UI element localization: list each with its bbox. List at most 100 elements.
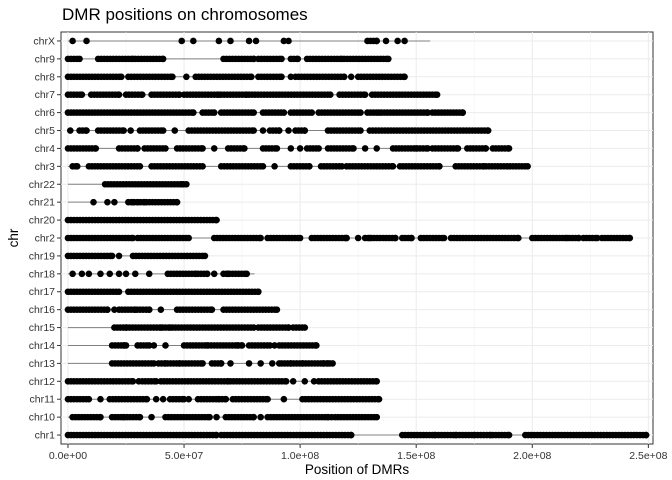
dmr-point-chr4 bbox=[454, 145, 462, 152]
y-tick-label: chr2 bbox=[35, 233, 56, 245]
y-tick-label: chr7 bbox=[35, 89, 56, 101]
dmr-point-chr4 bbox=[210, 145, 218, 152]
dmr-point-chr17 bbox=[115, 288, 123, 296]
y-tick-label: chr14 bbox=[29, 340, 55, 352]
dmr-point-chr12 bbox=[301, 378, 309, 385]
dmr-point-chr4 bbox=[373, 145, 381, 152]
dmr-point-chr18 bbox=[78, 270, 86, 278]
dmr-point-chr1 bbox=[452, 431, 459, 439]
dmr-point-chrX bbox=[178, 37, 186, 45]
y-tick-label: chr20 bbox=[29, 215, 55, 227]
dmr-point-chrX bbox=[227, 37, 234, 45]
dmr-point-chr9 bbox=[250, 55, 257, 63]
dmr-point-chr13 bbox=[257, 360, 264, 367]
dmr-point-chr13 bbox=[227, 360, 234, 367]
dmr-point-chr9 bbox=[278, 55, 285, 63]
dmr-point-chrX bbox=[252, 37, 260, 45]
dmr-point-chr7 bbox=[138, 91, 146, 98]
dmr-point-chr5 bbox=[275, 127, 283, 134]
dmr-point-chrX bbox=[394, 37, 401, 45]
dmr-point-chr13 bbox=[324, 360, 332, 367]
dmr-point-chr8 bbox=[278, 73, 285, 81]
dmr-point-chr2 bbox=[626, 234, 634, 242]
dmr-point-chr11 bbox=[375, 395, 383, 403]
dmr-point-chr18 bbox=[131, 270, 139, 278]
dmr-point-chr4 bbox=[162, 145, 169, 152]
dmr-point-chr22 bbox=[183, 180, 190, 188]
x-tick-label: 1.0e+08 bbox=[281, 450, 319, 462]
y-axis-ticks: chr1 chr10 chr11 chr12 chr13 chr14 chr15 chr16 c… bbox=[29, 35, 61, 442]
dmr-point-chr6 bbox=[357, 109, 364, 116]
dmr-point-chr21 bbox=[104, 198, 111, 206]
dmr-point-chr11 bbox=[152, 395, 160, 403]
dmr-point-chr8 bbox=[183, 73, 190, 81]
dmr-point-chr4 bbox=[287, 145, 295, 152]
dmr-point-chr2 bbox=[515, 234, 522, 242]
dmr-point-chr5 bbox=[66, 127, 74, 134]
dmr-point-chr21 bbox=[111, 198, 118, 206]
dmr-point-chr11 bbox=[97, 395, 104, 403]
dmr-point-chrX bbox=[69, 37, 76, 45]
y-tick-label: chr10 bbox=[29, 412, 55, 424]
dmr-point-chr11 bbox=[264, 395, 271, 403]
dmr-point-chr12 bbox=[282, 378, 290, 385]
y-tick-label: chr8 bbox=[35, 71, 56, 83]
dmr-point-chr4 bbox=[482, 145, 490, 152]
dmr-point-chr3 bbox=[136, 163, 144, 170]
dmr-point-chr3 bbox=[259, 163, 267, 170]
dmr-point-chr5 bbox=[127, 127, 134, 134]
dmr-point-chr16 bbox=[157, 306, 165, 313]
dmr-point-chr18 bbox=[192, 270, 199, 278]
dmr-point-chr11 bbox=[215, 395, 223, 403]
dmr-point-chr18 bbox=[210, 270, 218, 278]
y-tick-label: chr19 bbox=[29, 250, 55, 262]
x-tick-label: 5.0e+07 bbox=[165, 450, 203, 462]
y-tick-label: chr18 bbox=[29, 268, 55, 280]
dmr-point-chr6 bbox=[190, 109, 197, 116]
dmr-point-chr12 bbox=[129, 378, 137, 385]
dmr-point-chr4 bbox=[424, 145, 432, 152]
dmr-point-chr14 bbox=[238, 342, 246, 349]
dmr-point-chr11 bbox=[85, 395, 93, 403]
dmr-point-chr2 bbox=[129, 234, 137, 242]
dmr-point-chr7 bbox=[327, 91, 334, 98]
dmr-point-chr8 bbox=[340, 73, 348, 81]
dmr-point-chr6 bbox=[250, 109, 257, 116]
dmr-point-chr16 bbox=[111, 306, 118, 313]
dmr-point-chr16 bbox=[104, 306, 111, 313]
dmr-point-chr1 bbox=[431, 431, 439, 439]
dmr-point-chr16 bbox=[145, 306, 153, 313]
dmr-point-chr10 bbox=[328, 413, 335, 421]
dmr-point-chr3 bbox=[271, 163, 278, 170]
dmr-point-chr4 bbox=[134, 145, 141, 152]
dmr-point-chr11 bbox=[222, 395, 230, 403]
dmr-point-chr2 bbox=[408, 234, 415, 242]
dmr-point-chr8 bbox=[248, 73, 255, 81]
dmr-point-chr12 bbox=[373, 378, 381, 385]
y-tick-label: chr21 bbox=[29, 197, 55, 209]
dmr-point-chr2 bbox=[354, 234, 362, 242]
dmr-point-chr3 bbox=[436, 163, 443, 170]
dmr-point-chr3 bbox=[389, 163, 397, 170]
dmr-point-chr14 bbox=[150, 342, 158, 349]
dmr-point-chr11 bbox=[159, 395, 167, 403]
dmr-point-chr3 bbox=[199, 163, 206, 170]
dmr-point-chr11 bbox=[185, 395, 192, 403]
dmr-point-chr3 bbox=[524, 163, 531, 170]
dmr-point-chr1 bbox=[213, 431, 220, 439]
y-tick-label: chr11 bbox=[30, 394, 56, 406]
dmr-point-chr2 bbox=[366, 234, 374, 242]
dmr-point-chr7 bbox=[176, 91, 183, 98]
dmr-point-chr18 bbox=[85, 270, 93, 278]
dmr-point-chr10 bbox=[148, 413, 155, 421]
dmr-point-chr14 bbox=[234, 342, 241, 349]
dmr-point-chrX bbox=[373, 37, 381, 45]
dmr-point-chr10 bbox=[250, 413, 257, 421]
dmr-point-chr7 bbox=[433, 91, 441, 98]
dmr-point-chr7 bbox=[115, 91, 123, 98]
dmr-point-chr3 bbox=[306, 163, 313, 170]
dmr-point-chr4 bbox=[273, 145, 281, 152]
dmr-point-chr11 bbox=[280, 395, 288, 403]
dmr-point-chr1 bbox=[505, 431, 513, 439]
